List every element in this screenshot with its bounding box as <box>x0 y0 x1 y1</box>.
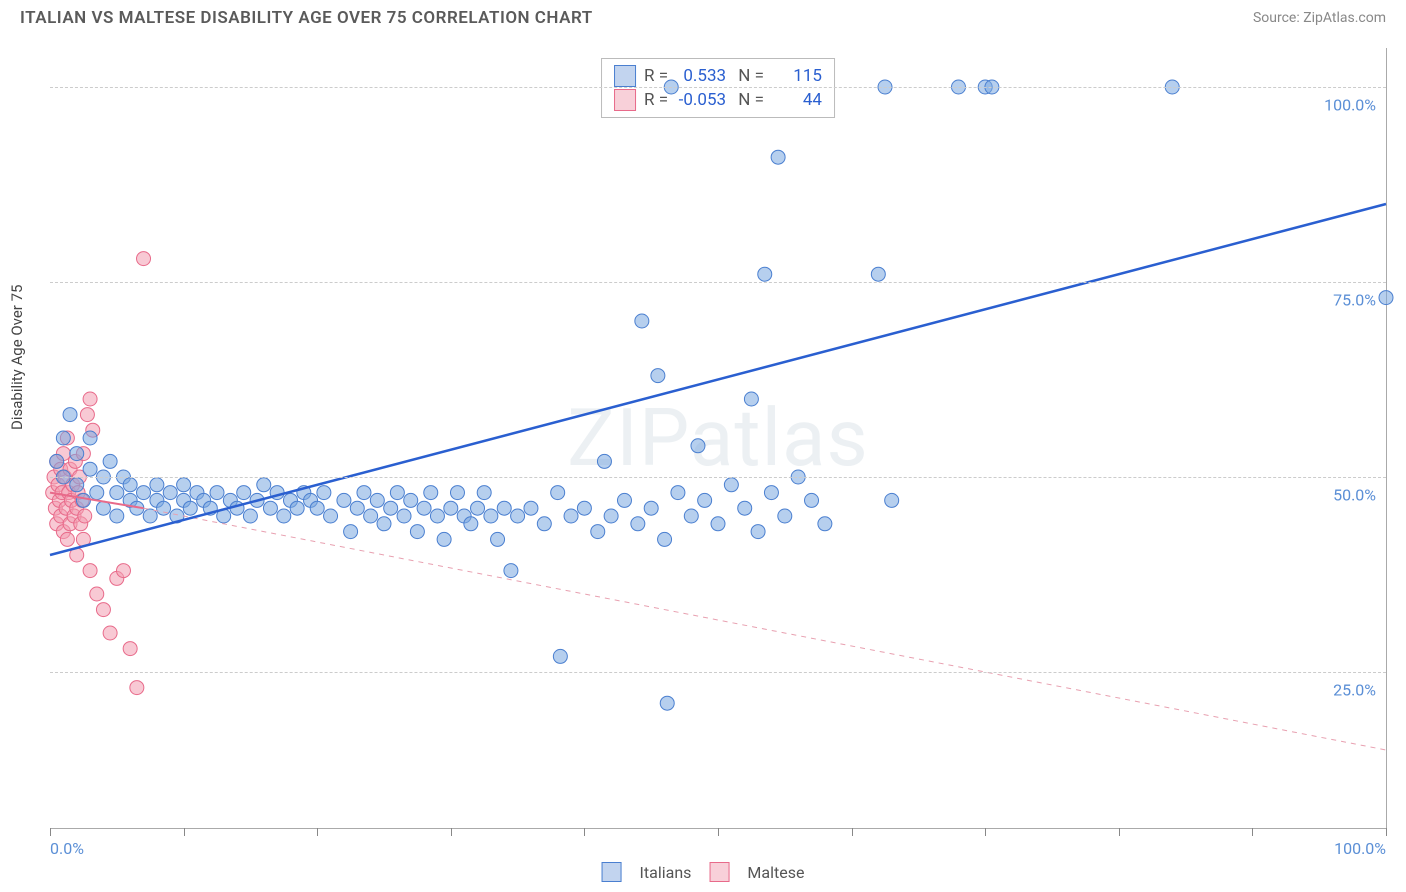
legend-label-maltese: Maltese <box>747 863 804 882</box>
x-tick <box>1252 828 1253 836</box>
legend-label-italians: Italians <box>640 863 692 882</box>
y-tick-label: 100.0% <box>1324 96 1376 115</box>
x-tick <box>50 828 51 836</box>
grid-line <box>50 477 1386 478</box>
x-tick <box>317 828 318 836</box>
chart-title: ITALIAN VS MALTESE DISABILITY AGE OVER 7… <box>20 8 593 28</box>
y-tick-label: 50.0% <box>1333 486 1376 505</box>
x-tick <box>451 828 452 836</box>
x-tick <box>584 828 585 836</box>
legend-swatch-italians-icon <box>602 862 622 882</box>
legend-swatch-maltese-icon <box>709 862 729 882</box>
x-max-label: 100.0% <box>1334 839 1386 858</box>
x-tick <box>1386 828 1387 836</box>
x-min-label: 0.0% <box>50 839 84 858</box>
footer-legend: Italians Maltese <box>602 862 805 882</box>
grid-line <box>50 672 1386 673</box>
grid-line <box>50 87 1386 88</box>
grid-line <box>50 282 1386 283</box>
source-label: Source: ZipAtlas.com <box>1253 10 1386 26</box>
x-tick <box>1119 828 1120 836</box>
x-tick <box>718 828 719 836</box>
x-tick <box>852 828 853 836</box>
y-tick-label: 75.0% <box>1333 291 1376 310</box>
x-tick <box>184 828 185 836</box>
scatter-plot-svg <box>50 48 1386 828</box>
y-tick-label: 25.0% <box>1333 681 1376 700</box>
chart-plot-area: ZIPatlas R = 0.533 N = 115 R = -0.053 N … <box>50 48 1387 829</box>
x-tick <box>985 828 986 836</box>
y-axis-label: Disability Age Over 75 <box>8 285 26 430</box>
